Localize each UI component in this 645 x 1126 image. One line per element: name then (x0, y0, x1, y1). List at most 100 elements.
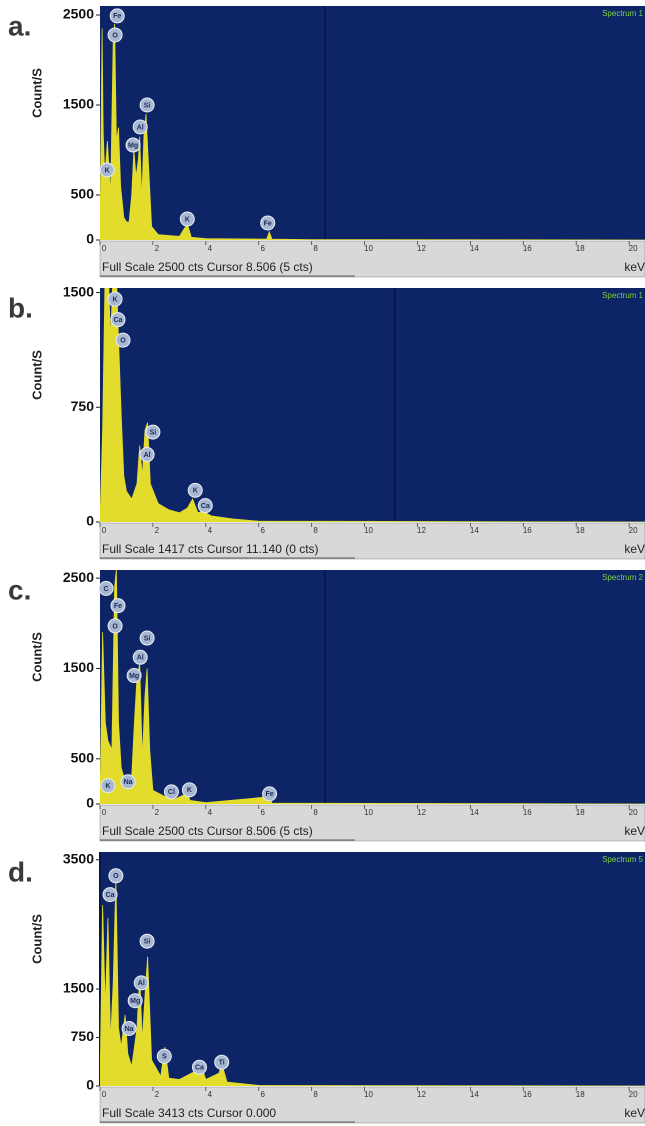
peak-marker (107, 27, 123, 43)
peak-label: O (112, 32, 118, 39)
x-tick-label: 12 (417, 808, 426, 817)
x-tick-label: 6 (261, 808, 266, 817)
peak-label: Ca (114, 317, 123, 324)
x-unit: keV (624, 824, 645, 838)
x-tick-label: 2 (155, 244, 160, 253)
panel-label: b. (8, 292, 33, 323)
x-tick-label: 2 (155, 526, 160, 535)
x-tick-label: 18 (576, 808, 585, 817)
peak-label: K (105, 783, 110, 790)
spectrum (100, 23, 645, 240)
x-tick-label: 2 (155, 808, 160, 817)
peak-marker (145, 424, 161, 440)
x-tick-label: 14 (470, 526, 479, 535)
peak-marker (98, 580, 114, 596)
spectrum-name: Spectrum 5 (602, 855, 643, 864)
peak-marker (139, 933, 155, 949)
panel-label: c. (8, 574, 31, 605)
peak-marker (187, 482, 203, 498)
spectrum-name: Spectrum 2 (602, 573, 643, 582)
x-tick-label: 18 (576, 1090, 585, 1099)
footer-text: Full Scale 2500 cts Cursor 8.506 (5 cts) (102, 824, 313, 838)
peak-marker (191, 1059, 207, 1075)
peak-label: K (185, 216, 190, 223)
y-tick-label: 500 (71, 750, 95, 766)
panel-label: a. (8, 10, 31, 41)
y-axis-label: Count/S (29, 914, 44, 964)
peak-label: Ca (195, 1065, 204, 1072)
peak-marker (125, 137, 141, 153)
peak-label: Si (150, 429, 157, 436)
peak-label: Cl (168, 789, 175, 796)
peak-marker (99, 162, 115, 178)
panel: 0 2 4 6 8 10 12 14 16 18 20 0 500 1500 2500 Fe O Si Al Mg K K… (8, 6, 645, 278)
x-tick-label: 16 (523, 1090, 532, 1099)
x-tick-label: 14 (470, 244, 479, 253)
peak-marker (133, 975, 149, 991)
peak-marker (126, 668, 142, 684)
peak-label: K (105, 167, 110, 174)
panel: 0 2 4 6 8 10 12 14 16 18 20 0 750 1500 3500 O Ca Si Al Mg Na… (8, 850, 645, 1124)
x-tick-label: 6 (261, 244, 266, 253)
peak-marker (262, 786, 278, 802)
peak-label: Al (137, 655, 144, 662)
peak-marker (139, 97, 155, 113)
peak-label: Si (144, 939, 151, 946)
peak-marker (121, 1020, 137, 1036)
x-tick-label: 0 (102, 244, 107, 253)
x-tick-label: 6 (261, 526, 266, 535)
peak-label: Fe (264, 220, 272, 227)
peak-label: K (113, 297, 118, 304)
peak-label: Si (144, 102, 151, 109)
x-tick-label: 8 (313, 1090, 318, 1099)
y-tick-label: 0 (86, 513, 94, 529)
peak-marker (132, 119, 148, 135)
y-axis-label: Count/S (29, 632, 44, 682)
spectrum (100, 570, 645, 804)
axis-strip (99, 522, 645, 560)
spectrum-name: Spectrum 1 (602, 291, 643, 300)
peak-marker (260, 215, 276, 231)
x-tick-label: 10 (364, 244, 373, 253)
x-tick-label: 16 (523, 244, 532, 253)
x-tick-label: 16 (523, 526, 532, 535)
x-tick-label: 16 (523, 808, 532, 817)
x-unit: keV (624, 542, 645, 556)
peak-label: Si (144, 635, 151, 642)
x-tick-label: 8 (313, 244, 318, 253)
peak-label: C (104, 586, 109, 593)
peak-label: Al (138, 980, 145, 987)
y-tick-label: 750 (71, 1028, 95, 1044)
peak-label: O (120, 337, 126, 344)
y-tick-label: 3500 (63, 850, 94, 866)
peak-marker (179, 211, 195, 227)
x-tick-label: 10 (364, 808, 373, 817)
peak-marker (181, 782, 197, 798)
peak-marker (120, 774, 136, 790)
peak-marker (100, 778, 116, 794)
plot-background (100, 6, 645, 240)
peak-label: Mg (130, 998, 140, 1005)
peak-label: Fe (114, 603, 122, 610)
axis-strip (99, 1086, 645, 1124)
y-tick-label: 1500 (63, 283, 94, 299)
peak-marker (127, 993, 143, 1009)
peak-marker (156, 1048, 172, 1064)
x-tick-label: 8 (313, 526, 318, 535)
footer-text: Full Scale 2500 cts Cursor 8.506 (5 cts) (102, 260, 313, 274)
x-tick-label: 4 (208, 244, 213, 253)
plot-background (100, 288, 645, 522)
x-unit: keV (624, 260, 645, 274)
panel-label: d. (8, 856, 33, 887)
peak-label: S (162, 1054, 167, 1061)
x-unit: keV (624, 1106, 645, 1120)
y-tick-label: 2500 (63, 569, 94, 585)
spectrum-name: Spectrum 1 (602, 9, 643, 18)
x-tick-label: 14 (470, 808, 479, 817)
plot-background (100, 570, 645, 804)
peak-marker (139, 447, 155, 463)
spectrum (100, 879, 645, 1086)
peak-label: Ti (219, 1060, 225, 1067)
axis-strip (99, 804, 645, 842)
